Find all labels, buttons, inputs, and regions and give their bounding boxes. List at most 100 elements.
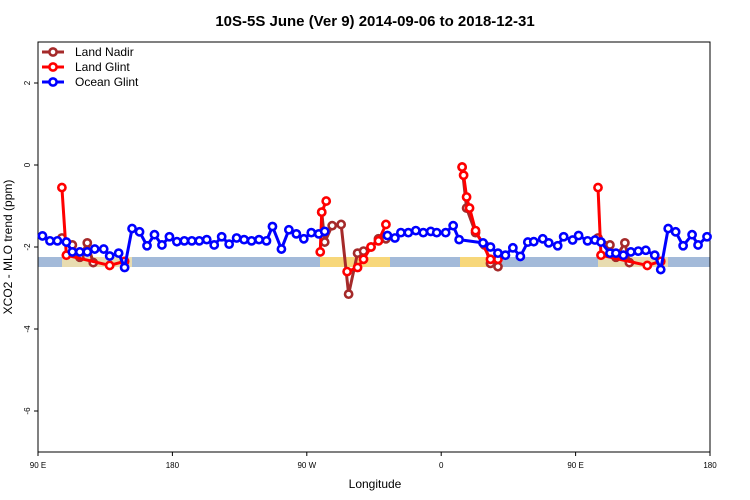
point — [104, 251, 115, 261]
point — [56, 182, 67, 193]
point — [61, 237, 72, 247]
point — [82, 247, 93, 257]
point — [596, 237, 606, 247]
point — [470, 225, 481, 236]
point — [283, 224, 294, 235]
point — [461, 192, 472, 202]
point — [440, 227, 451, 238]
point — [358, 254, 369, 265]
point — [216, 231, 227, 242]
point — [454, 234, 465, 245]
point — [515, 251, 526, 262]
point — [231, 233, 242, 243]
point — [186, 235, 197, 246]
point — [321, 196, 332, 206]
point — [611, 248, 621, 259]
legend-swatch-marker — [48, 62, 58, 72]
point — [267, 221, 278, 232]
point — [507, 242, 518, 253]
point — [478, 237, 488, 248]
point — [567, 235, 578, 245]
point — [410, 225, 421, 236]
point — [104, 260, 115, 271]
point — [493, 248, 503, 259]
point — [306, 227, 317, 238]
point — [693, 240, 703, 250]
point — [418, 227, 429, 238]
y-axis-label: XCO2 - MLO trend (ppm) — [1, 180, 15, 315]
point — [201, 234, 212, 245]
point — [687, 229, 697, 240]
y-tick-label: -6 — [23, 407, 32, 415]
point — [119, 262, 130, 273]
point — [336, 219, 347, 230]
x-tick-label: 180 — [703, 461, 717, 470]
point — [316, 207, 327, 218]
x-tick-label: 180 — [166, 461, 180, 470]
point — [640, 245, 651, 256]
point — [246, 235, 257, 246]
point — [276, 244, 287, 254]
point — [179, 235, 190, 246]
point — [448, 220, 459, 231]
point — [319, 226, 330, 237]
point — [395, 227, 406, 238]
point — [593, 182, 603, 193]
point — [194, 235, 205, 246]
x-tick-label: 0 — [439, 461, 444, 470]
point — [655, 264, 666, 275]
point — [74, 247, 85, 257]
point — [457, 162, 468, 172]
point — [113, 248, 124, 259]
point — [52, 235, 63, 246]
point — [702, 231, 712, 242]
point — [625, 247, 636, 257]
point — [381, 219, 391, 230]
point — [291, 228, 302, 239]
x-tick-label: 90 W — [297, 461, 316, 470]
point — [127, 223, 137, 234]
point — [98, 244, 109, 254]
legend-swatch-marker — [48, 77, 58, 87]
y-tick-label: -2 — [23, 243, 32, 251]
point — [528, 236, 539, 247]
y-tick-label: 0 — [23, 162, 32, 167]
point — [224, 239, 235, 250]
point — [45, 235, 55, 246]
point — [670, 226, 681, 237]
point — [366, 242, 376, 252]
point — [164, 231, 175, 242]
point — [485, 254, 496, 265]
x-tick-label: 90 E — [567, 461, 583, 470]
chart-title: 10S-5S June (Ver 9) 2014-09-06 to 2018-1… — [215, 13, 534, 30]
point — [558, 231, 569, 242]
point — [431, 227, 442, 238]
point — [254, 234, 264, 245]
point — [458, 170, 469, 181]
point — [633, 246, 644, 256]
x-tick-label: 90 E — [30, 461, 46, 470]
point — [298, 233, 309, 244]
legend-label: Ocean Glint — [75, 75, 139, 89]
point — [171, 236, 182, 247]
point — [543, 237, 554, 248]
point — [89, 244, 100, 254]
point — [485, 242, 496, 252]
legend-label: Land Glint — [75, 60, 130, 74]
point — [37, 231, 48, 241]
point — [315, 247, 326, 257]
point — [342, 266, 353, 277]
point — [239, 234, 249, 245]
point — [605, 240, 615, 250]
point — [464, 203, 475, 213]
point — [209, 240, 220, 250]
land-strip — [460, 257, 495, 267]
point — [157, 240, 167, 250]
point — [573, 230, 584, 241]
point — [403, 227, 414, 238]
point — [552, 240, 563, 251]
legend-label: Land Nadir — [75, 45, 134, 59]
point — [149, 229, 160, 240]
point — [382, 230, 393, 241]
